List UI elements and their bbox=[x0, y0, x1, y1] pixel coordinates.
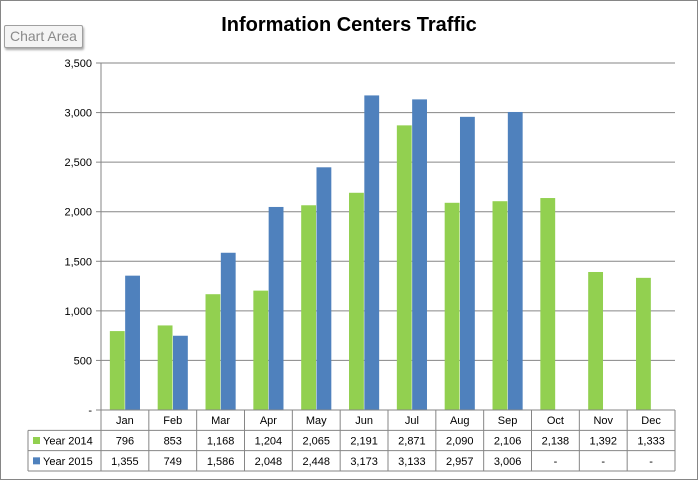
y-tick-label: 500 bbox=[74, 355, 92, 367]
bar bbox=[412, 99, 427, 410]
data-table-value: 2,871 bbox=[398, 436, 426, 448]
data-table-value: 1,168 bbox=[207, 436, 235, 448]
bar bbox=[636, 277, 651, 410]
bar bbox=[172, 335, 188, 410]
bar bbox=[268, 206, 284, 410]
category-label: Jun bbox=[355, 415, 373, 427]
data-table-value: 796 bbox=[116, 436, 134, 448]
category-label: Aug bbox=[450, 415, 470, 427]
data-table-value: - bbox=[649, 456, 653, 468]
y-tick-label: 1,500 bbox=[64, 256, 92, 268]
chart-title: Information Centers Traffic bbox=[221, 14, 477, 36]
bar bbox=[253, 290, 269, 410]
bar bbox=[301, 205, 317, 410]
y-tick-label: 1,000 bbox=[64, 306, 92, 318]
bar bbox=[349, 192, 364, 410]
bars bbox=[109, 95, 651, 411]
legend-key bbox=[33, 437, 40, 444]
gridlines bbox=[101, 62, 675, 361]
bar bbox=[125, 275, 140, 410]
category-label: Mar bbox=[211, 415, 230, 427]
bar bbox=[540, 198, 556, 410]
category-label: Feb bbox=[163, 415, 182, 427]
data-table-value: 3,173 bbox=[350, 456, 378, 468]
data-table-value: 2,065 bbox=[302, 436, 330, 448]
data-table-value: 3,006 bbox=[494, 456, 522, 468]
bar bbox=[444, 202, 460, 410]
data-table-value: 1,392 bbox=[589, 436, 617, 448]
data-table-value: 2,090 bbox=[446, 436, 474, 448]
bar bbox=[396, 125, 412, 411]
data-table-value: 2,448 bbox=[302, 456, 330, 468]
bar bbox=[364, 95, 380, 411]
y-axis-ticks: - 500 1,000 1,500 2,000 2,500 3,000 3,500 bbox=[64, 58, 101, 417]
data-table-value: 3,133 bbox=[398, 456, 426, 468]
data-table: Jan Feb Mar Apr May Jun Jul Aug Sep Oct Nov Dec Year… bbox=[27, 409, 676, 472]
category-label: Apr bbox=[260, 415, 277, 427]
data-table-value: - bbox=[601, 456, 605, 468]
legend-label: Year 2015 bbox=[43, 456, 93, 468]
bar bbox=[459, 116, 475, 411]
data-table-value: - bbox=[554, 456, 558, 468]
bar bbox=[588, 271, 604, 410]
y-tick-label: 2,500 bbox=[64, 157, 92, 169]
bar bbox=[492, 201, 508, 410]
data-table-value: 2,106 bbox=[494, 436, 522, 448]
data-table-value: 2,957 bbox=[446, 456, 474, 468]
bar bbox=[316, 167, 332, 410]
data-table-value: 749 bbox=[164, 456, 182, 468]
data-table-value: 2,191 bbox=[350, 436, 378, 448]
bar bbox=[220, 252, 236, 410]
data-table-value: 1,333 bbox=[637, 436, 665, 448]
data-table-value: 1,355 bbox=[111, 456, 139, 468]
bar bbox=[109, 331, 125, 410]
category-label: Nov bbox=[593, 415, 613, 427]
category-label: Sep bbox=[498, 415, 518, 427]
bar bbox=[205, 294, 221, 410]
category-label: Dec bbox=[641, 415, 661, 427]
legend-key bbox=[33, 457, 40, 465]
data-table-value: 2,138 bbox=[542, 436, 570, 448]
y-tick-label: - bbox=[88, 405, 92, 417]
category-label: May bbox=[306, 415, 327, 427]
chart-area-tooltip: Chart Area bbox=[4, 25, 83, 48]
category-label: Oct bbox=[547, 415, 564, 427]
bar bbox=[507, 111, 523, 411]
y-tick-label: 2,000 bbox=[64, 207, 92, 219]
data-table-value: 1,586 bbox=[207, 456, 235, 468]
category-label: Jul bbox=[405, 415, 419, 427]
data-table-value: 853 bbox=[164, 436, 182, 448]
y-tick-label: 3,000 bbox=[64, 108, 92, 120]
y-tick-label: 3,500 bbox=[64, 58, 92, 70]
data-table-value: 2,048 bbox=[255, 456, 283, 468]
bar bbox=[157, 325, 173, 410]
category-label: Jan bbox=[116, 415, 134, 427]
legend-label: Year 2014 bbox=[43, 436, 93, 448]
data-table-value: 1,204 bbox=[255, 436, 283, 448]
